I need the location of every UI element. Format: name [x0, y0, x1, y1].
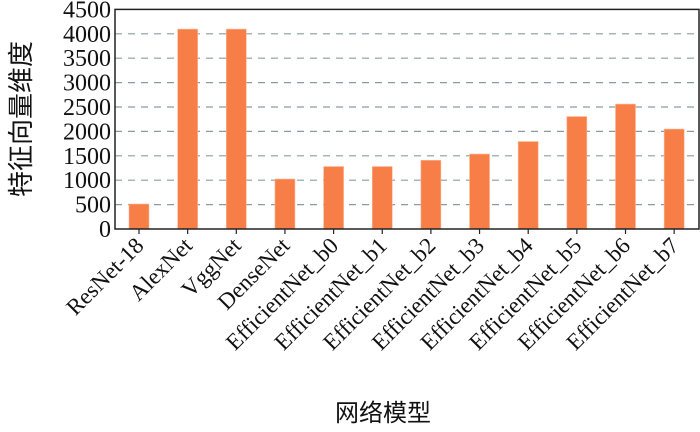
bar-EfficientNet_b0	[323, 166, 344, 230]
y-axis-label: 特征向量维度	[7, 41, 36, 197]
y-tick-label: 0	[99, 217, 111, 243]
bars	[128, 28, 685, 230]
y-tick-label: 1500	[63, 144, 111, 170]
bar-EfficientNet_b4	[517, 141, 539, 230]
bar-AlexNet	[177, 28, 198, 230]
y-tick-label: 3000	[63, 71, 111, 97]
bar-EfficientNet_b7	[663, 128, 685, 230]
y-tick-label: 1000	[63, 168, 111, 194]
bar-EfficientNet_b3	[469, 153, 490, 230]
y-tick-label: 4500	[63, 0, 111, 23]
bar-EfficientNet_b1	[371, 166, 393, 230]
y-tick-label: 2500	[63, 95, 111, 121]
gridlines	[115, 33, 699, 206]
bar-VggNet	[226, 28, 247, 230]
y-tick-label: 2000	[63, 119, 111, 145]
bar-DenseNet	[274, 178, 296, 230]
y-tick-label: 500	[75, 193, 111, 219]
bar-EfficientNet_b6	[615, 103, 636, 230]
x-axis-ticks: ResNet-18AlexNetVggNetDenseNetEfficientN…	[61, 229, 684, 355]
bar-ResNet-18	[128, 203, 150, 230]
y-tick-label: 3500	[63, 46, 111, 72]
bar-EfficientNet_b2	[420, 159, 442, 230]
x-axis-label: 网络模型	[335, 400, 431, 427]
bar-EfficientNet_b5	[566, 116, 588, 230]
plot-frame	[114, 8, 700, 230]
y-tick-label: 4000	[63, 22, 111, 48]
